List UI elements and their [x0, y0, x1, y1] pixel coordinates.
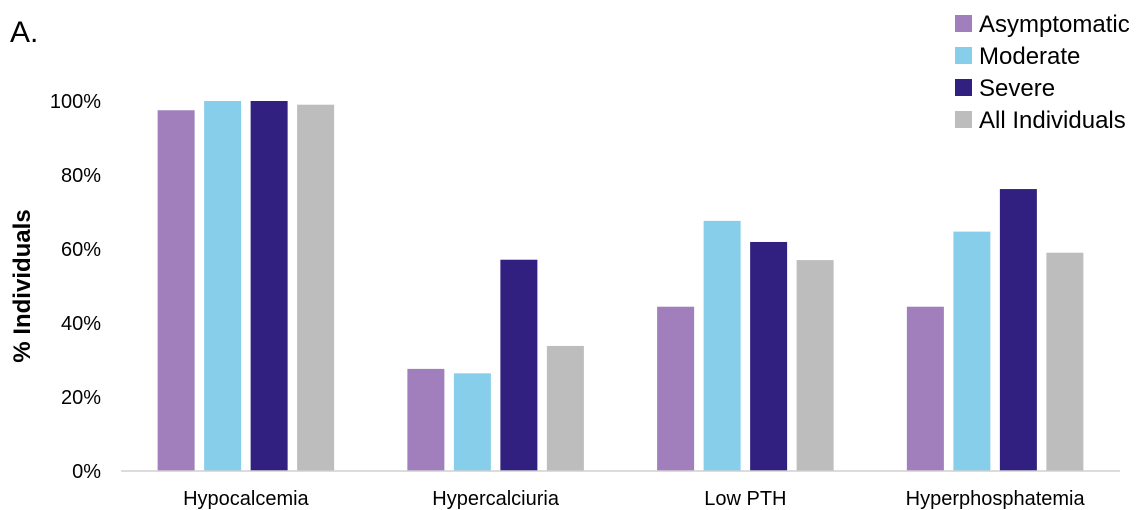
- legend-label: Moderate: [979, 43, 1080, 70]
- legend-swatch: [955, 47, 972, 64]
- x-axis-ticks: Hypocalcemia Hypercalciuria Low PTH Hyperph…: [183, 488, 1085, 510]
- x-tick-label: Hyperphosphatemia: [906, 488, 1086, 510]
- y-tick-label: 80%: [61, 165, 101, 187]
- bar: [297, 104, 335, 471]
- bar: [1046, 252, 1084, 471]
- panel-label: A.: [10, 16, 38, 49]
- y-axis-title: % Individuals: [9, 209, 36, 362]
- bar: [157, 110, 195, 471]
- bar: [703, 220, 741, 471]
- legend-swatch: [955, 79, 972, 96]
- bar: [250, 101, 288, 471]
- bar: [500, 259, 538, 471]
- x-tick-label: Low PTH: [704, 488, 786, 510]
- y-tick-label: 40%: [61, 313, 101, 335]
- legend-label: Severe: [979, 75, 1055, 102]
- bar: [796, 260, 834, 471]
- y-tick-label: 60%: [61, 239, 101, 261]
- y-axis-ticks: 0% 20% 40% 60% 80% 100%: [50, 91, 101, 483]
- bar: [906, 306, 944, 471]
- bar: [953, 231, 991, 471]
- y-tick-label: 20%: [61, 387, 101, 409]
- bars: [157, 101, 1084, 471]
- bar: [750, 241, 788, 471]
- legend-label: All Individuals: [979, 107, 1126, 134]
- bar: [657, 306, 695, 471]
- bar: [204, 101, 242, 471]
- legend-label: Asymptomatic: [979, 11, 1130, 38]
- bar: [546, 345, 584, 471]
- x-tick-label: Hypocalcemia: [183, 488, 309, 510]
- x-tick-label: Hypercalciuria: [432, 488, 560, 510]
- bar: [407, 368, 445, 471]
- bar: [999, 189, 1037, 471]
- y-tick-label: 100%: [50, 91, 101, 113]
- legend: Asymptomatic Moderate Severe All Individual…: [955, 11, 1130, 134]
- bar: [453, 373, 491, 471]
- legend-swatch: [955, 111, 972, 128]
- legend-swatch: [955, 15, 972, 32]
- y-tick-label: 0%: [72, 461, 101, 483]
